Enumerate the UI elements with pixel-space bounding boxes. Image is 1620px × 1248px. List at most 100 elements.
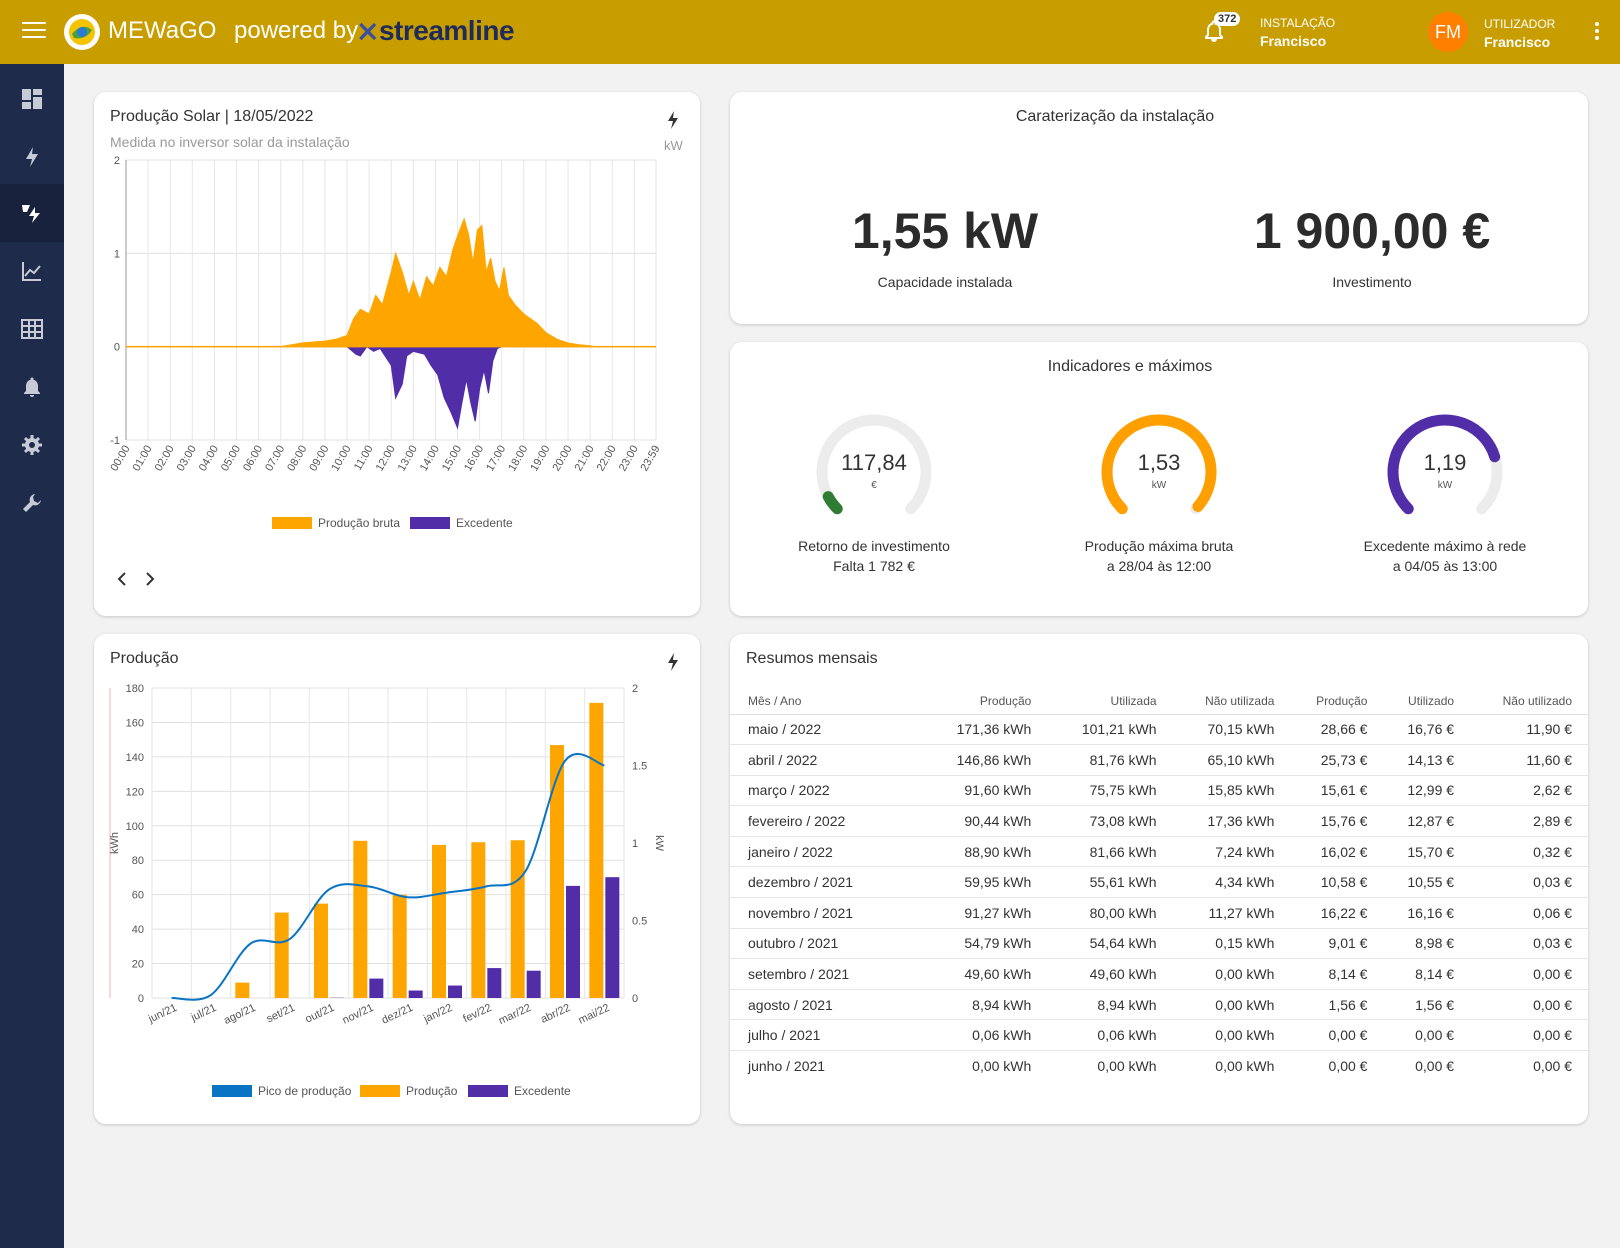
menu-icon[interactable]	[22, 22, 46, 42]
gauge-fill	[1101, 414, 1217, 515]
summary-card-title: Resumos mensais	[746, 650, 878, 667]
table-cell: junho / 2021	[748, 1058, 826, 1075]
installation-name[interactable]: Francisco	[1260, 33, 1327, 49]
y-tick-label: 120	[126, 786, 144, 798]
table-cell: 0,00 €	[1470, 1019, 1588, 1052]
x-tick-label: 22:00	[595, 444, 619, 474]
notifications-bell-icon[interactable]	[1204, 20, 1224, 47]
gear-icon	[22, 435, 42, 455]
sidebar-item-table[interactable]	[0, 300, 64, 358]
y2-tick-label: 2	[632, 684, 638, 695]
bell-icon	[24, 377, 40, 397]
x-tick-label: out/21	[303, 1002, 336, 1026]
table-cell: 70,15 kWh	[1172, 714, 1291, 746]
gauge-peak-excess-value: 1,19	[1423, 450, 1467, 475]
table-row[interactable]: maio / 2022 171,36 kWh 101,21 kWh 70,15 kWh…	[730, 714, 1588, 746]
table-row[interactable]: novembro / 2021 91,27 kWh 80,00 kWh 11,27 k…	[730, 897, 1588, 929]
monthly-production-card: Produção 180 160 140 120 100 80 60 40 20 0 2 1.5 1 0.…	[94, 634, 700, 1124]
more-options-icon[interactable]	[1594, 22, 1600, 42]
table-cell: 7,24 kWh	[1172, 836, 1291, 868]
sidebar-item-energy[interactable]	[0, 128, 64, 186]
legend-excess-monthly[interactable]: Excedente	[468, 1084, 571, 1098]
table-cell: 8,94 kWh	[922, 989, 1048, 1021]
sidebar-item-dashboard[interactable]	[0, 70, 64, 128]
x-tick-label: jun/21	[146, 1002, 179, 1026]
wrench-icon	[23, 494, 41, 512]
y-tick-label: 2	[114, 155, 120, 167]
capacity-value: 1,55 kW	[851, 203, 1039, 259]
gauge-peak-excess-unit: kW	[1437, 480, 1453, 491]
table-cell: 8,98 €	[1383, 928, 1471, 960]
table-cell: 0,03 €	[1470, 866, 1588, 899]
y2-tick-label: 1.5	[632, 761, 647, 773]
x-tick-label: 20:00	[550, 444, 574, 474]
legend-production-swatch	[360, 1085, 400, 1097]
installation-card-title: Caraterização da instalação	[1015, 108, 1215, 125]
legend-gross-label: Produção bruta	[318, 516, 401, 530]
gauge-roi-dial	[816, 414, 932, 515]
y-tick-label: 60	[132, 890, 144, 902]
table-row[interactable]: janeiro / 2022 88,90 kWh 81,66 kWh 7,24 kWh…	[730, 836, 1588, 868]
user-label: UTILIZADOR	[1484, 17, 1556, 31]
production-bar	[432, 844, 446, 998]
legend-gross[interactable]: Produção bruta	[272, 516, 400, 530]
table-row[interactable]: fevereiro / 2022 90,44 kWh 73,08 kWh 17,36 …	[730, 805, 1588, 837]
table-row[interactable]: outubro / 2021 54,79 kWh 54,64 kWh 0,15 kWh…	[730, 928, 1588, 960]
x-tick-label: 19:00	[528, 444, 552, 474]
column-header: Utilizado	[1383, 688, 1471, 715]
previous-day-button[interactable]	[116, 570, 128, 593]
x-tick-label: fev/22	[461, 1002, 493, 1026]
sidebar-item-analytics[interactable]	[0, 242, 64, 300]
next-day-button[interactable]	[144, 570, 156, 593]
table-cell: julho / 2021	[730, 1019, 923, 1052]
table-cell: 9,01 €	[1290, 928, 1384, 960]
table-cell: 88,90 kWh	[922, 836, 1048, 868]
y-tick-label: 0	[114, 342, 120, 354]
table-cell: 2,62 €	[1470, 775, 1588, 807]
table-cell: 12,99 €	[1383, 775, 1471, 807]
table-row[interactable]: julho / 2021 0,06 kWh 0,06 kWh 0,00 kWh 0,00…	[730, 1019, 1588, 1052]
gauge-roi-label: Retorno de investimento	[798, 538, 950, 554]
sidebar-item-settings[interactable]	[0, 416, 64, 474]
column-header: Produção	[922, 688, 1048, 715]
y-tick-label: 100	[126, 821, 144, 833]
table-cell: 55,61 kWh	[1047, 866, 1173, 899]
legend-production[interactable]: Produção	[360, 1084, 457, 1098]
table-cell: 25,73 €	[1290, 744, 1384, 776]
partner-name: streamline	[378, 15, 515, 46]
table-cell: 0,00 kWh	[1172, 1019, 1291, 1052]
table-cell: agosto / 2021	[730, 989, 923, 1021]
table-row[interactable]: março / 2022 91,60 kWh 75,75 kWh 15,85 kWh 1…	[730, 775, 1588, 807]
sidebar-item-tools[interactable]	[0, 474, 64, 532]
table-cell: 11,60 €	[1470, 744, 1588, 776]
table-cell: 8,14 €	[1383, 958, 1471, 990]
table-cell: 54,79 kWh	[922, 928, 1048, 960]
table-cell: 90,44 kWh	[922, 805, 1048, 837]
y-tick-label: 40	[132, 924, 144, 936]
sidebar-item-alerts[interactable]	[0, 358, 64, 416]
solar-card-subtitle: Medida no inversor solar da instalação	[110, 134, 350, 150]
table-row[interactable]: junho / 2021 0,00 kWh 0,00 kWh 0,00 kWh 0,00…	[730, 1051, 1588, 1082]
legend-gross-swatch	[272, 517, 312, 529]
legend-excess[interactable]: Excedente	[410, 516, 513, 530]
table-cell: 0,00 kWh	[1097, 1058, 1157, 1075]
x-tick-label: 08:00	[285, 444, 309, 474]
table-cell: 8,94 kWh	[1047, 989, 1173, 1021]
gauge-peak-excess-sub: a 04/05 às 13:00	[1392, 558, 1498, 574]
indicators-card: Indicadores e máximos 117,84 € Retorno d…	[730, 342, 1588, 616]
table-cell: 15,85 kWh	[1172, 775, 1291, 807]
table-row[interactable]: dezembro / 2021 59,95 kWh 55,61 kWh 4,34 kW…	[730, 866, 1588, 899]
avatar[interactable]: FM	[1428, 12, 1468, 52]
table-row[interactable]: setembro / 2021 49,60 kWh 49,60 kWh 0,00 kW…	[730, 958, 1588, 990]
y2-tick-label: 0.5	[632, 916, 647, 928]
x-tick-label: 07:00	[263, 444, 287, 474]
sidebar-item-solar[interactable]	[0, 184, 64, 242]
table-row[interactable]: abril / 2022 146,86 kWh 81,76 kWh 65,10 kWh…	[730, 744, 1588, 776]
table-cell: 65,10 kWh	[1172, 744, 1291, 776]
table-row[interactable]: agosto / 2021 8,94 kWh 8,94 kWh 0,00 kWh 1,5…	[730, 989, 1588, 1021]
user-name[interactable]: Francisco	[1484, 34, 1551, 50]
table-cell: 11,27 kWh	[1172, 897, 1291, 929]
y2-tick-label: 1	[632, 838, 638, 850]
legend-peak[interactable]: Pico de produção	[212, 1084, 351, 1098]
x-tick-label: 09:00	[307, 444, 331, 474]
